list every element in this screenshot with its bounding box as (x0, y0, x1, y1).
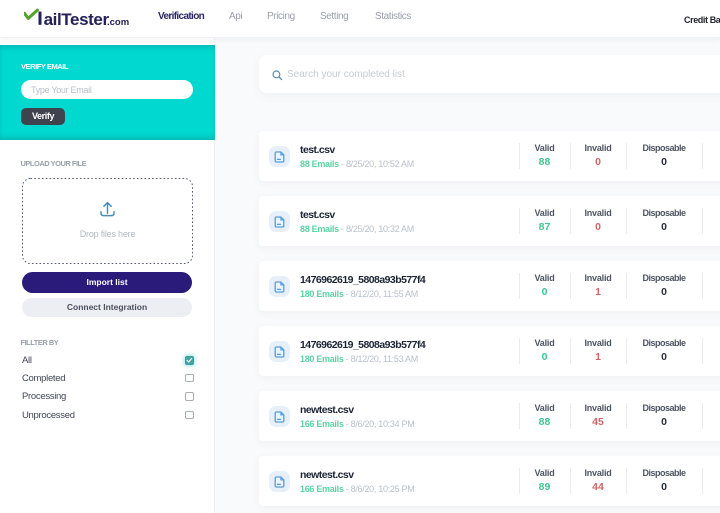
svg-text:.com: .com (107, 17, 129, 28)
svg-text:ailTester: ailTester (44, 10, 110, 29)
